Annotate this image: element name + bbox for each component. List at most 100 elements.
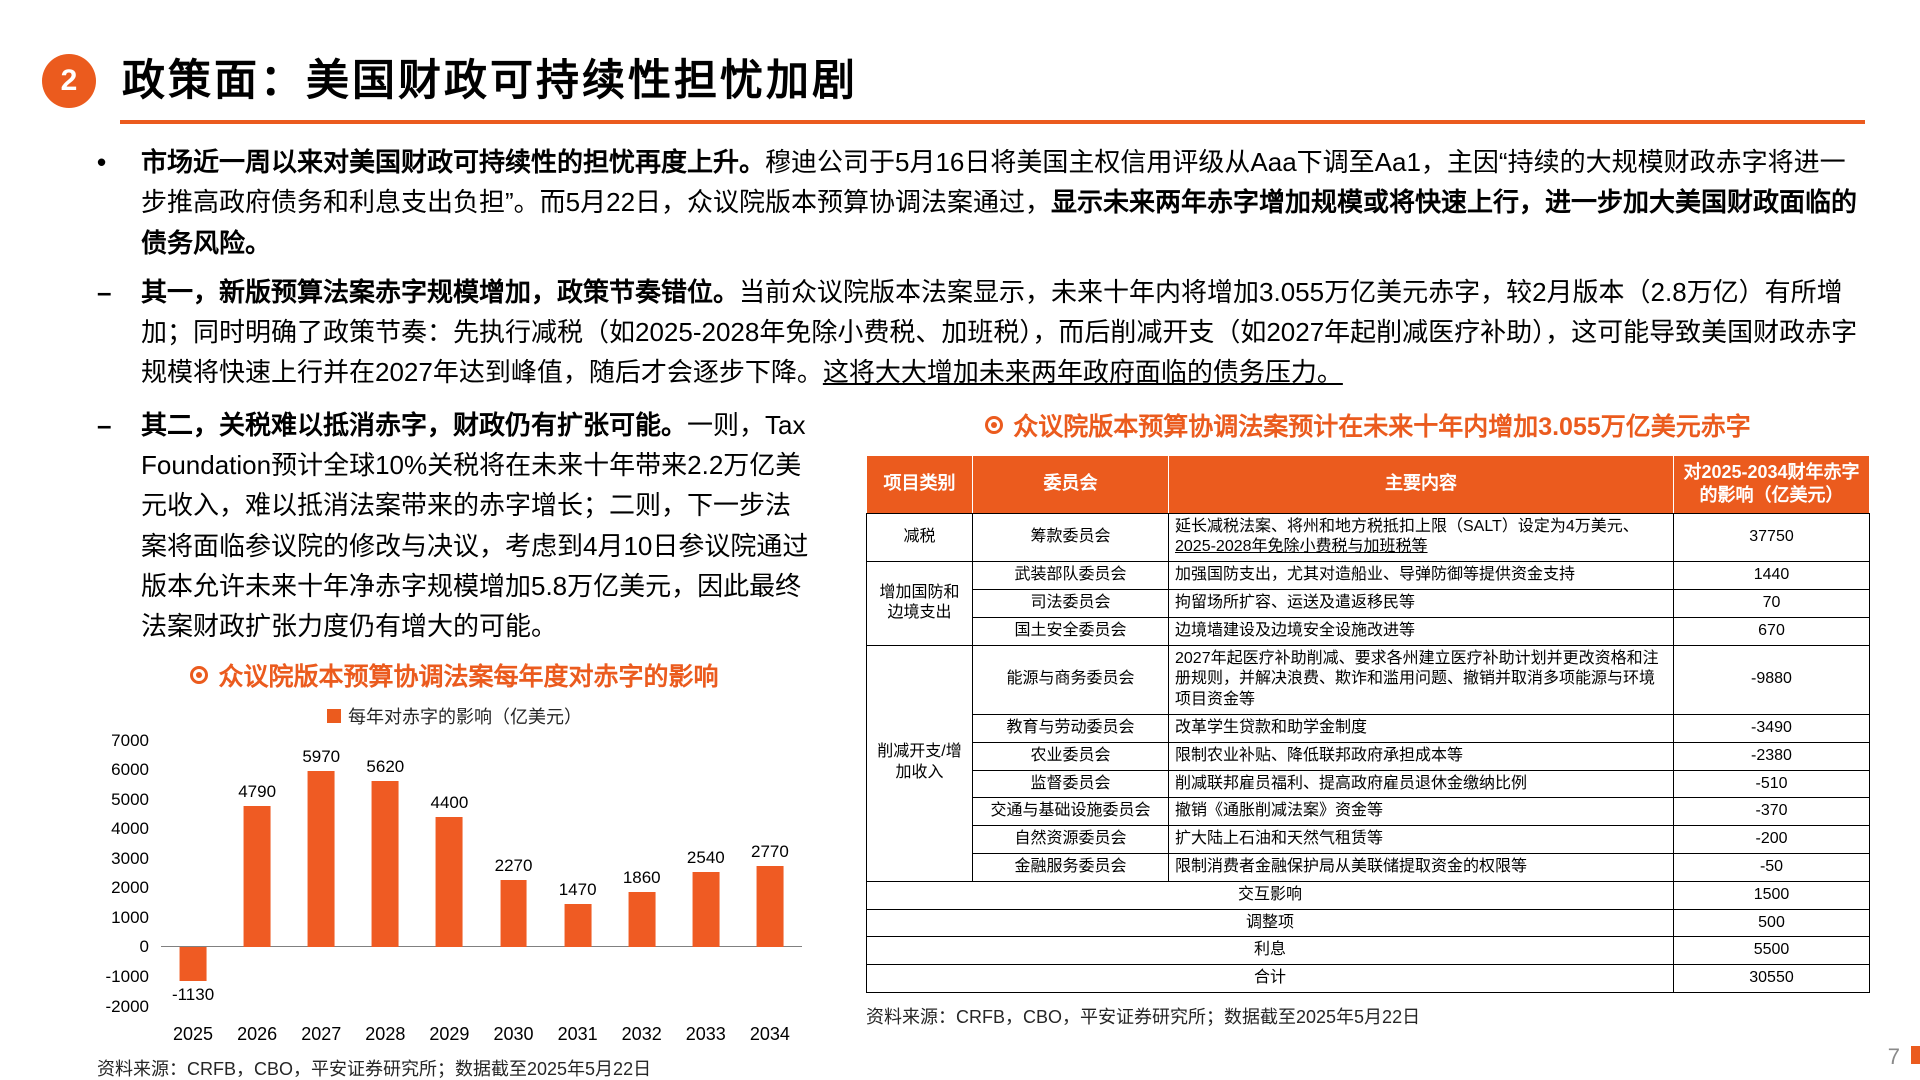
- point-2-normal: 一则，Tax Foundation预计全球10%关税将在未来十年带来2.2万亿美…: [141, 409, 809, 642]
- content-cell: 延长减税法案、将州和地方税抵扣上限（SALT）设定为4万美元、2025-2028…: [1168, 512, 1674, 563]
- bar-slot: 4400: [417, 741, 481, 1007]
- y-tick-label: 2000: [111, 878, 149, 898]
- point-2-bold: 其二，关税难以抵消赤字，财政仍有扩张可能。: [141, 409, 688, 440]
- bar-slot: 5970: [289, 741, 353, 1007]
- bar-slot: 2270: [482, 741, 546, 1007]
- table-source-note: 资料来源：CRFB，CBO，平安证券研究所；数据截至2025年5月22日: [866, 1006, 1421, 1027]
- bar: [435, 817, 463, 948]
- x-tick-label: 2025: [173, 1023, 214, 1044]
- bar-slot: 5620: [353, 741, 417, 1007]
- column-header: 主要内容: [1168, 454, 1674, 514]
- content-cell: 边境墙建设及边境安全设施改进等: [1168, 616, 1674, 646]
- corner-accent-mark: [1911, 1046, 1920, 1064]
- committee-cell: 武装部队委员会: [972, 561, 1169, 590]
- value-cell: -370: [1673, 797, 1870, 827]
- point-2-paragraph: – 其二，关税难以抵消赤字，财政仍有扩张可能。一则，Tax Foundation…: [97, 405, 812, 647]
- slide-body: • 市场近一周以来对美国财政可持续性的担忧再度上升。穆迪公司于5月16日将美国主…: [97, 142, 1870, 1080]
- two-column-area: – 其二，关税难以抵消赤字，财政仍有扩张可能。一则，Tax Foundation…: [97, 405, 1870, 1080]
- summary-row: 调整项 500: [866, 908, 1870, 938]
- summary-label-cell: 交互影响: [866, 880, 1674, 910]
- chart-plot: -1130 4790 5970 5620 4400 2270 1470 1860 2540 277…: [161, 741, 802, 1007]
- bar: [371, 781, 399, 948]
- value-cell: 70: [1673, 588, 1870, 618]
- committee-cell: 国土安全委员会: [972, 616, 1169, 646]
- bar-slot: 1470: [546, 741, 610, 1007]
- x-tick-label: 2028: [365, 1023, 406, 1044]
- y-tick-label: 4000: [111, 819, 149, 839]
- summary-row: 合计 30550: [866, 964, 1870, 993]
- y-tick-label: -1000: [105, 967, 149, 987]
- value-cell: -2380: [1673, 741, 1870, 771]
- lead-text: 市场近一周以来对美国财政可持续性的担忧再度上升。穆迪公司于5月16日将美国主权信…: [141, 142, 1870, 263]
- x-tick-label: 2034: [749, 1023, 790, 1044]
- summary-value-cell: 1500: [1673, 880, 1870, 910]
- bar: [756, 865, 784, 948]
- summary-value-cell: 30550: [1673, 964, 1870, 993]
- bar-value-label: 1470: [558, 880, 597, 900]
- chart-caption-text: 众议院版本预算协调法案每年度对赤字的影响: [218, 662, 719, 691]
- content-cell: 限制农业补贴、降低联邦政府承担成本等: [1168, 741, 1674, 771]
- content-cell: 削减联邦雇员福利、提高政府雇员退休金缴纳比例: [1168, 769, 1674, 799]
- dash-marker: –: [97, 276, 112, 307]
- table-caption-text: 众议院版本预算协调法案预计在未来十年内增加3.055万亿美元赤字: [1013, 412, 1751, 441]
- point-1-bold: 其一，新版预算法案赤字规模增加，政策节奏错位。: [141, 276, 740, 307]
- column-header: 项目类别: [866, 454, 973, 514]
- content-cell: 扩大陆上石油和天然气租赁等: [1168, 825, 1674, 854]
- bullet-marker: •: [97, 147, 107, 177]
- content-cell: 撤销《通胀削减法案》资金等: [1168, 797, 1674, 827]
- committee-cell: 教育与劳动委员会: [972, 713, 1169, 743]
- summary-value-cell: 500: [1673, 908, 1870, 938]
- lead-normal-1: 穆迪公司于5月16日将美国主权信用评级从Aaa下调至Aa1，主因“持续的大规模财…: [141, 147, 1846, 218]
- x-tick-label: 2026: [237, 1023, 278, 1044]
- x-tick-label: 2029: [429, 1023, 470, 1044]
- title-underline: [120, 120, 1865, 124]
- bar: [307, 771, 335, 948]
- y-tick-label: 0: [139, 937, 149, 957]
- bar-value-label: 2770: [751, 841, 789, 861]
- bar-slot: 4790: [225, 741, 289, 1007]
- summary-label-cell: 利息: [866, 936, 1674, 966]
- summary-row: 利息 5500: [866, 936, 1870, 966]
- committee-table: 项目类别 委员会 主要内容 对2025-2034财年赤字的影响（亿美元） 减税 筹款委员…: [866, 454, 1870, 993]
- chart-legend: 每年对赤字的影响（亿美元）: [97, 703, 812, 729]
- committee-cell: 农业委员会: [972, 741, 1169, 771]
- point-2-text: 其二，关税难以抵消赤字，财政仍有扩张可能。一则，Tax Foundation预计…: [141, 405, 812, 647]
- x-tick-label: 2033: [685, 1023, 726, 1044]
- table-row: 监督委员会 削减联邦雇员福利、提高政府雇员退休金缴纳比例 -510: [867, 769, 1870, 799]
- point-1-paragraph: – 其一，新版预算法案赤字规模增加，政策节奏错位。当前众议院版本法案显示，未来十…: [97, 272, 1870, 393]
- y-tick-label: 6000: [111, 760, 149, 780]
- bar: [500, 880, 527, 948]
- table-row: 自然资源委员会 扩大陆上石油和天然气租赁等 -200: [867, 825, 1870, 854]
- right-column: 众议院版本预算协调法案预计在未来十年内增加3.055万亿美元赤字 项目类别 委员会…: [866, 405, 1870, 1080]
- summary-label-cell: 调整项: [866, 908, 1674, 938]
- content-cell: 改革学生贷款和助学金制度: [1168, 713, 1674, 743]
- left-column: – 其二，关税难以抵消赤字，财政仍有扩张可能。一则，Tax Foundation…: [97, 405, 812, 1080]
- legend-swatch-icon: [327, 708, 341, 723]
- committee-cell: 司法委员会: [972, 588, 1169, 618]
- bar-slot: -1130: [161, 741, 225, 1007]
- table-header-row: 项目类别 委员会 主要内容 对2025-2034财年赤字的影响（亿美元）: [866, 454, 1870, 514]
- point-1-underlined: 这将大大增加未来两年政府面临的债务压力。: [822, 357, 1343, 388]
- bar-value-label: 4400: [430, 793, 469, 813]
- bar-slot: 1860: [610, 741, 674, 1007]
- chart-caption: 众议院版本预算协调法案每年度对赤字的影响: [97, 657, 812, 693]
- column-header: 对2025-2034财年赤字的影响（亿美元）: [1673, 454, 1870, 514]
- x-tick-label: 2030: [493, 1023, 534, 1044]
- y-tick-label: 7000: [111, 730, 149, 750]
- y-tick-label: 1000: [111, 907, 149, 927]
- value-cell: -510: [1673, 769, 1870, 799]
- value-cell: -9880: [1673, 644, 1870, 715]
- summary-value-cell: 5500: [1673, 936, 1870, 966]
- point-1-normal: 当前众议院版本法案显示，未来十年内将增加3.055万亿美元赤字，较2月版本（2.…: [141, 276, 1858, 388]
- committee-cell: 交通与基础设施委员会: [972, 797, 1169, 827]
- table-row: 国土安全委员会 边境墙建设及边境安全设施改进等 670: [867, 616, 1870, 646]
- content-cell: 2027年起医疗补助削减、要求各州建立医疗补助计划并更改资格和注册规则，并解决浪…: [1168, 644, 1674, 715]
- table-caption: 众议院版本预算协调法案预计在未来十年内增加3.055万亿美元赤字: [866, 407, 1870, 443]
- summary-label-cell: 合计: [866, 964, 1674, 993]
- value-cell: -50: [1673, 852, 1870, 882]
- deficit-bar-chart: -2000 -1000 0 1000 2000 3000 4000 5000 6000 7000 …: [97, 730, 812, 1045]
- y-tick-label: 3000: [111, 848, 149, 868]
- table-row: 减税 筹款委员会 延长减税法案、将州和地方税抵扣上限（SALT）设定为4万美元、20…: [866, 512, 1870, 563]
- chart-source-note: 资料来源：CRFB，CBO，平安证券研究所；数据截至2025年5月22日: [97, 1058, 652, 1079]
- lead-paragraph: • 市场近一周以来对美国财政可持续性的担忧再度上升。穆迪公司于5月16日将美国主…: [97, 142, 1870, 263]
